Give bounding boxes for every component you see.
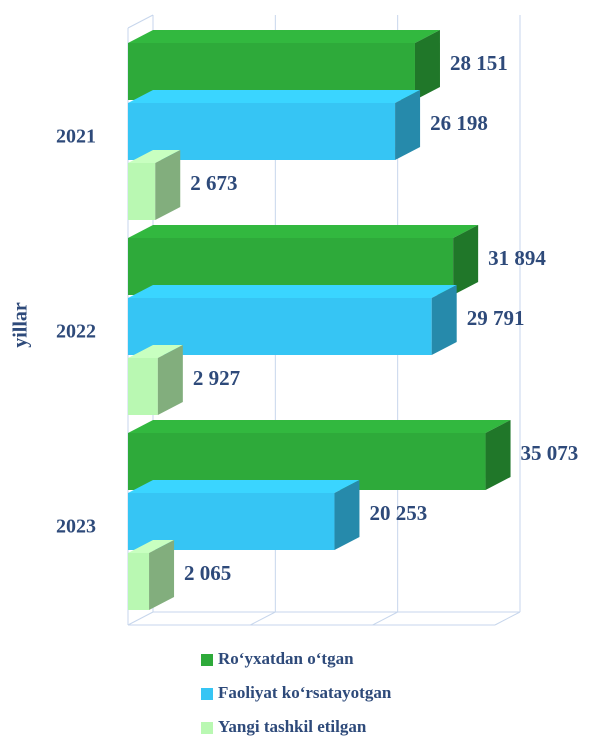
bar-face [128, 150, 181, 163]
legend-swatch [201, 654, 213, 666]
y-axis-label: yillar [10, 302, 32, 348]
legend-swatch [201, 688, 213, 700]
value-label: 26 198 [430, 111, 488, 135]
bar-face [485, 420, 511, 490]
value-label: 29 791 [467, 306, 525, 330]
y-tick-label: 2022 [56, 321, 96, 343]
bar-face [128, 480, 360, 493]
value-label: 35 073 [521, 441, 579, 465]
bar-face [128, 345, 183, 358]
bar-face [128, 225, 479, 238]
bar-face [128, 43, 415, 100]
bar-face [128, 298, 432, 355]
bar-face [128, 285, 457, 298]
bar-face [128, 238, 454, 295]
bar [128, 150, 181, 220]
grid-line [127, 611, 154, 626]
bar-face [157, 345, 183, 415]
bar-face [431, 285, 457, 355]
bar-face [128, 433, 486, 490]
value-label: 2 927 [193, 366, 240, 390]
bar [128, 225, 479, 295]
bar-face [128, 103, 396, 160]
bar-face [128, 420, 511, 433]
value-label: 2 673 [190, 171, 237, 195]
wall-edge [127, 14, 154, 29]
grid-line [250, 611, 276, 626]
bar-face [128, 90, 421, 103]
bar [128, 420, 511, 490]
bar-face [395, 90, 421, 160]
grid-line [494, 611, 521, 626]
bar [128, 540, 175, 610]
y-tick-label: 2021 [56, 126, 96, 148]
bar-face [149, 540, 175, 610]
bar-face [128, 540, 175, 553]
value-label: 20 253 [369, 501, 427, 525]
value-label: 28 151 [450, 51, 508, 75]
bar-face [155, 150, 181, 220]
bar-face [128, 493, 335, 550]
bar [128, 345, 183, 415]
bar-face [128, 30, 440, 43]
value-label: 31 894 [488, 246, 546, 270]
bar [128, 30, 440, 100]
bar-face [334, 480, 360, 550]
bar [128, 285, 457, 355]
bar-face [453, 225, 479, 295]
bar [128, 480, 360, 550]
bar-face [128, 358, 158, 415]
legend-swatch [201, 722, 213, 734]
value-label: 2 065 [184, 561, 231, 585]
y-tick-label: 2023 [56, 516, 96, 538]
bar-face [414, 30, 440, 100]
legend-label: Ro‘yxatdan o‘tgan [218, 649, 354, 668]
legend-label: Faoliyat ko‘rsatayotgan [218, 683, 392, 702]
bar-face [128, 163, 156, 220]
bar-face [128, 553, 150, 610]
legend-label: Yangi tashkil etilgan [218, 717, 367, 736]
grid-line [372, 611, 398, 626]
bar [128, 90, 421, 160]
